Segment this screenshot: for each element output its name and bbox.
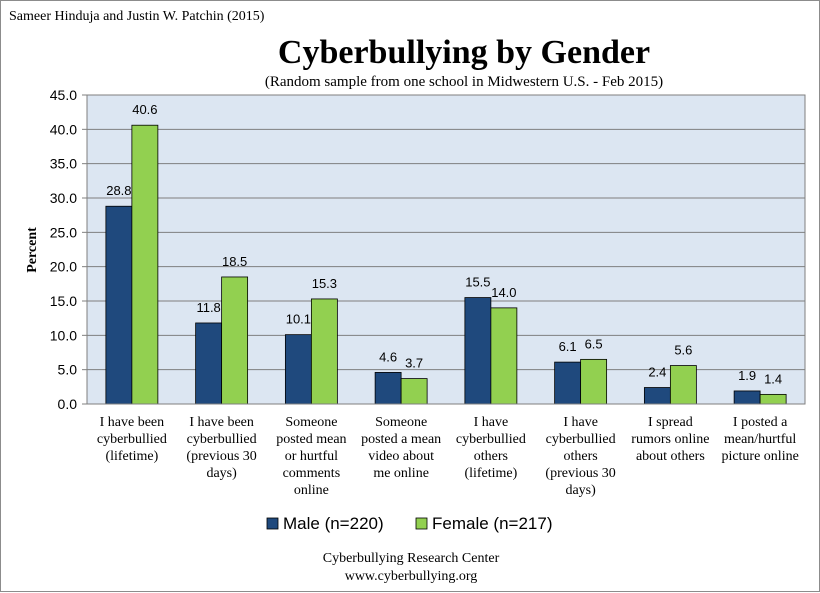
category-label: Someone posted a mean video about me online <box>361 415 441 481</box>
male-bar <box>464 297 492 405</box>
category-label-line: I have <box>563 415 598 430</box>
value-label: 1.4 <box>764 371 782 386</box>
male-legend-label: Male (n=220) <box>283 514 384 533</box>
male-bar <box>643 387 671 405</box>
y-tick-label: 40.0 <box>50 121 77 137</box>
value-label: 18.5 <box>222 254 247 269</box>
chart-title: Cyberbullying by Gender <box>278 34 650 71</box>
category-label: I have been cyberbullied (lifetime) <box>97 415 167 464</box>
y-tick-label: 0.0 <box>58 396 78 412</box>
category-label-line: (previous 30 <box>186 449 256 464</box>
female-bar <box>400 378 428 405</box>
value-label: 6.5 <box>585 336 603 351</box>
category-label-line: others <box>474 449 508 464</box>
female-bar <box>669 365 697 405</box>
chart-subtitle: (Random sample from one school in Midwes… <box>265 74 663 90</box>
male-bar <box>733 390 761 405</box>
category-label-line: I have been <box>100 415 165 430</box>
category-label-line: video about <box>368 449 434 464</box>
y-tick-label: 20.0 <box>50 259 77 275</box>
category-label: Someone posted mean or hurtful comments onli… <box>276 415 346 498</box>
female-legend-label: Female (n=217) <box>432 514 552 533</box>
female-bar <box>759 393 787 405</box>
category-label-line: picture online <box>721 449 798 464</box>
value-label: 4.6 <box>379 349 397 364</box>
category-label-line: cyberbullied <box>97 432 167 447</box>
legend: Male (n=220) Female (n=217) <box>266 514 552 533</box>
category-label-line: mean/hurtful <box>724 432 796 447</box>
male-bar <box>374 372 402 405</box>
category-label-line: days) <box>565 483 596 498</box>
category-label: I have cyberbullied others (lifetime) <box>456 415 526 481</box>
y-tick-label: 15.0 <box>50 293 77 309</box>
female-bar <box>490 307 518 405</box>
category-label-line: (lifetime) <box>464 466 517 481</box>
category-label-line: I have <box>474 415 509 430</box>
value-labels-group: 28.8 11.8 10.1 4.6 15.5 6.1 2.4 1.9 40.6 18.5 15.3… <box>106 102 782 386</box>
value-label: 1.9 <box>738 368 756 383</box>
category-label-line: about others <box>636 449 705 464</box>
female-bar <box>221 276 249 405</box>
category-label-line: I have been <box>189 415 254 430</box>
female-bar <box>580 358 608 405</box>
category-label-line: Someone <box>375 415 427 430</box>
y-tick-label: 35.0 <box>50 156 77 172</box>
y-tick-label: 45.0 <box>50 87 77 103</box>
footer-line-1: Cyberbullying Research Center <box>323 551 500 566</box>
value-label: 28.8 <box>106 183 131 198</box>
bars-group <box>105 124 787 405</box>
category-label-line: I spread <box>648 415 693 430</box>
category-label-line: days) <box>206 466 237 481</box>
category-label-line: cyberbullied <box>456 432 526 447</box>
category-label-line: others <box>564 449 598 464</box>
y-tick-label: 25.0 <box>50 224 77 240</box>
category-label-line: me online <box>373 466 429 481</box>
category-labels-group: I have been cyberbullied (lifetime)I have … <box>97 415 799 498</box>
category-label-line: (lifetime) <box>105 449 158 464</box>
male-bar <box>554 361 582 405</box>
y-tick-label: 5.0 <box>58 362 78 378</box>
credit-text: Sameer Hinduja and Justin W. Patchin (20… <box>9 9 265 24</box>
female-bar <box>310 298 338 405</box>
male-bar <box>284 334 312 405</box>
category-label-line: posted a mean <box>361 432 441 447</box>
value-label: 15.3 <box>312 276 337 291</box>
female-bar <box>131 124 159 405</box>
category-label-line: posted mean <box>276 432 346 447</box>
value-label: 6.1 <box>559 339 577 354</box>
category-label-line: rumors online <box>631 432 709 447</box>
category-label: I have cyberbullied others (previous 30 days… <box>545 415 615 498</box>
value-label: 2.4 <box>648 365 666 380</box>
category-label-line: comments <box>283 466 341 481</box>
plot-area <box>86 94 806 405</box>
value-label: 5.6 <box>674 343 692 358</box>
value-label: 15.5 <box>465 275 490 290</box>
value-label: 10.1 <box>286 312 311 327</box>
category-label-line: cyberbullied <box>187 432 257 447</box>
category-label-line: or hurtful <box>285 449 338 464</box>
category-label: I have been cyberbullied (previous 30 days) <box>186 415 256 481</box>
value-label: 14.0 <box>491 285 516 300</box>
category-label-line: (previous 30 <box>545 466 615 481</box>
y-tick-labels-group: 0.0 5.0 10.0 15.0 20.0 25.0 30.0 35.0 40.0 45.0 <box>50 87 77 412</box>
male-bar <box>105 205 133 405</box>
category-label: I spread rumors online about others <box>631 415 709 464</box>
footer-line-2: www.cyberbullying.org <box>345 569 478 584</box>
female-legend-swatch <box>415 517 428 530</box>
category-label: I posted a mean/hurtful picture online <box>721 415 798 464</box>
value-label: 11.8 <box>196 300 220 315</box>
category-label-line: cyberbullied <box>546 432 616 447</box>
value-label: 40.6 <box>132 102 157 117</box>
y-tick-label: 10.0 <box>50 327 77 343</box>
y-tick-label: 30.0 <box>50 190 77 206</box>
category-label-line: online <box>294 483 329 498</box>
value-label: 3.7 <box>405 356 423 371</box>
y-axis-label: Percent <box>25 227 40 273</box>
category-label-line: Someone <box>285 415 337 430</box>
category-label-line: I posted a <box>733 415 788 430</box>
male-legend-swatch <box>266 517 279 530</box>
male-bar <box>195 322 223 405</box>
